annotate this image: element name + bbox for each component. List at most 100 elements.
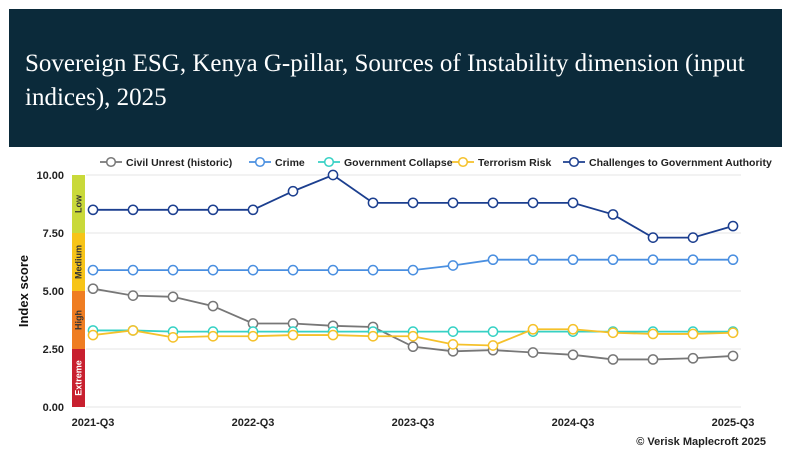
- gridlines: [86, 174, 741, 408]
- data-point: [367, 330, 379, 342]
- y-tick-label: 0.00: [43, 402, 64, 414]
- data-point: [527, 323, 539, 335]
- legend-item: Civil Unrest (historic): [100, 156, 232, 169]
- data-point: [487, 340, 499, 351]
- risk-band-scale: Extreme High Medium Low: [72, 175, 85, 407]
- data-point: [287, 264, 299, 276]
- chart-legend: Civil Unrest (historic) Crime Government C…: [100, 156, 772, 169]
- data-point: [647, 254, 659, 266]
- data-point: [647, 232, 659, 243]
- data-point: [567, 349, 579, 361]
- series-challenges-to-government-authority: [87, 169, 739, 243]
- y-tick-label: 2.50: [43, 344, 64, 356]
- data-point: [687, 232, 699, 243]
- data-point: [207, 330, 219, 342]
- legend-item: Challenges to Government Authority: [563, 156, 772, 169]
- copyright-text: © Verisk Maplecroft 2025: [636, 436, 766, 448]
- legend-item: Crime: [249, 156, 305, 169]
- legend-marker: [457, 156, 469, 168]
- series-lines: [87, 169, 739, 365]
- data-point: [487, 326, 499, 337]
- data-point: [327, 169, 339, 181]
- risk-band-label: Low: [74, 194, 84, 213]
- data-point: [127, 264, 139, 276]
- data-point: [447, 197, 459, 209]
- data-point: [687, 352, 699, 364]
- y-axis-title: Index score: [16, 255, 31, 327]
- x-axis: 2021-Q3 2022-Q3 2023-Q3 2024-Q3 2025-Q3: [72, 417, 755, 429]
- data-point: [207, 264, 219, 276]
- data-point: [87, 283, 99, 295]
- data-point: [487, 254, 499, 266]
- risk-band-label: High: [74, 310, 84, 330]
- data-point: [567, 197, 579, 209]
- data-point: [527, 197, 539, 209]
- data-point: [407, 330, 419, 342]
- y-tick-label: 5.00: [43, 286, 64, 298]
- data-point: [247, 330, 259, 342]
- x-tick-label: 2025-Q3: [712, 417, 755, 429]
- data-point: [607, 254, 619, 266]
- data-point: [87, 204, 99, 216]
- data-point: [607, 354, 619, 365]
- x-tick-label: 2024-Q3: [552, 417, 595, 429]
- data-point: [167, 264, 179, 276]
- data-point: [327, 264, 339, 276]
- risk-band-label: Medium: [74, 245, 84, 279]
- title-banner: Sovereign ESG, Kenya G-pillar, Sources o…: [9, 9, 782, 147]
- data-point: [247, 204, 259, 216]
- data-point: [607, 327, 619, 339]
- y-axis: 0.00 2.50 5.00 7.50 10.00 Index score: [16, 170, 64, 414]
- data-point: [127, 290, 139, 301]
- data-point: [407, 197, 419, 209]
- data-point: [207, 300, 219, 312]
- data-point: [247, 264, 259, 276]
- data-point: [127, 325, 139, 336]
- data-point: [87, 264, 99, 276]
- data-point: [447, 326, 459, 337]
- series-civil-unrest-historic: [87, 283, 739, 365]
- x-tick-label: 2022-Q3: [232, 417, 275, 429]
- data-point: [407, 341, 419, 353]
- data-point: [127, 204, 139, 216]
- legend-marker: [254, 156, 266, 168]
- risk-band-high: [72, 291, 85, 349]
- data-point: [567, 254, 579, 266]
- series-crime: [87, 254, 739, 276]
- data-point: [687, 254, 699, 266]
- data-point: [167, 204, 179, 216]
- legend-marker: [323, 156, 335, 168]
- data-point: [647, 354, 659, 365]
- data-point: [167, 332, 179, 343]
- legend-item: Government Collapse: [318, 156, 453, 169]
- legend-item: Terrorism Risk: [452, 156, 551, 169]
- legend-marker: [568, 156, 580, 168]
- legend-label: Challenges to Government Authority: [589, 157, 772, 169]
- legend-label: Government Collapse: [344, 157, 453, 169]
- data-point: [527, 254, 539, 266]
- risk-band-label: Extreme: [74, 360, 84, 396]
- risk-band-low: [72, 175, 85, 233]
- data-point: [727, 254, 739, 266]
- legend-marker: [105, 156, 117, 168]
- risk-band-extreme: [72, 349, 85, 407]
- data-point: [207, 204, 219, 216]
- legend-label: Terrorism Risk: [478, 157, 551, 169]
- y-tick-label: 7.50: [43, 228, 64, 240]
- chart-title: Sovereign ESG, Kenya G-pillar, Sources o…: [25, 50, 745, 111]
- data-point: [367, 197, 379, 209]
- data-point: [567, 323, 579, 335]
- data-point: [87, 329, 99, 341]
- data-point: [527, 347, 539, 358]
- data-point: [647, 328, 659, 340]
- x-tick-label: 2023-Q3: [392, 417, 435, 429]
- data-point: [727, 220, 739, 232]
- y-tick-label: 10.00: [36, 170, 64, 182]
- data-point: [727, 327, 739, 339]
- data-point: [367, 264, 379, 276]
- legend-label: Civil Unrest (historic): [126, 157, 232, 169]
- data-point: [607, 209, 619, 220]
- data-point: [487, 197, 499, 209]
- data-point: [447, 339, 459, 350]
- legend-label: Crime: [275, 157, 305, 169]
